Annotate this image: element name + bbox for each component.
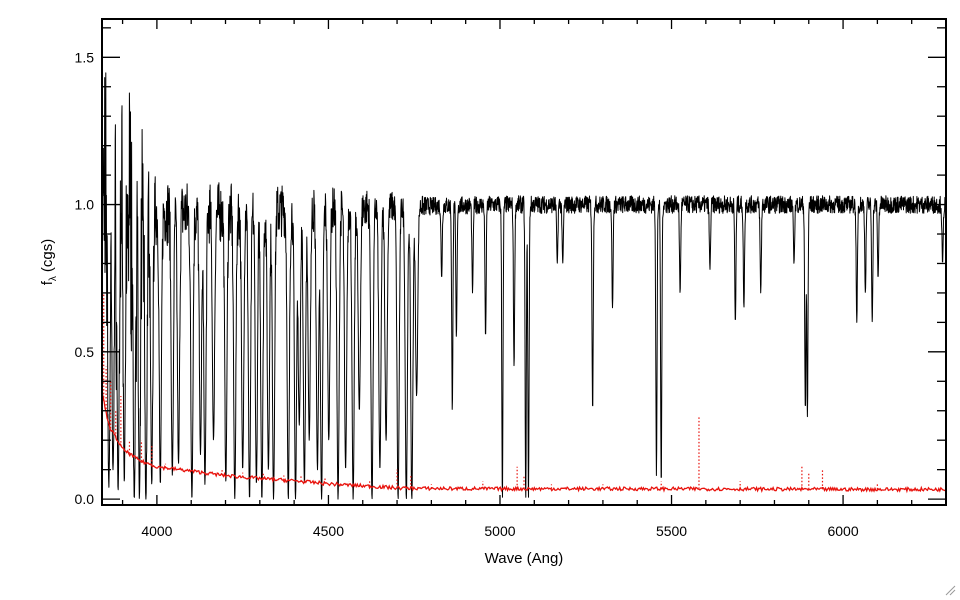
- error-series-line: [102, 391, 946, 494]
- error-spikes: [103, 292, 878, 490]
- x-tick-label: 4000: [141, 523, 172, 539]
- x-axis-label: Wave (Ang): [485, 550, 564, 567]
- y-label-main: f: [39, 280, 56, 285]
- x-tick-label: 5000: [484, 523, 515, 539]
- y-tick-label: 1.0: [75, 197, 95, 213]
- x-tick-label: 6000: [827, 523, 858, 539]
- y-axis: 0.0 0.5 1.0 1.5: [75, 27, 946, 507]
- y-tick-label: 0.5: [75, 344, 95, 360]
- x-tick-label: 5500: [656, 523, 687, 539]
- y-label-subscript: λ: [48, 276, 59, 281]
- x-tick-label: 4500: [313, 523, 344, 539]
- flux-series-line: [102, 72, 946, 500]
- y-tick-label: 1.5: [75, 49, 95, 65]
- svg-text:fλ(cgs): fλ (cgs): [39, 239, 59, 286]
- plot-frame: [101, 18, 947, 506]
- y-label-unit: (cgs): [39, 239, 56, 272]
- x-axis: 4000 4500 5000 5500 6000: [121, 19, 947, 539]
- y-axis-label: fλ (cgs): [39, 239, 59, 286]
- plot-area: [102, 72, 946, 500]
- resize-grip-icon[interactable]: [944, 584, 956, 596]
- y-tick-label: 0.0: [75, 491, 95, 507]
